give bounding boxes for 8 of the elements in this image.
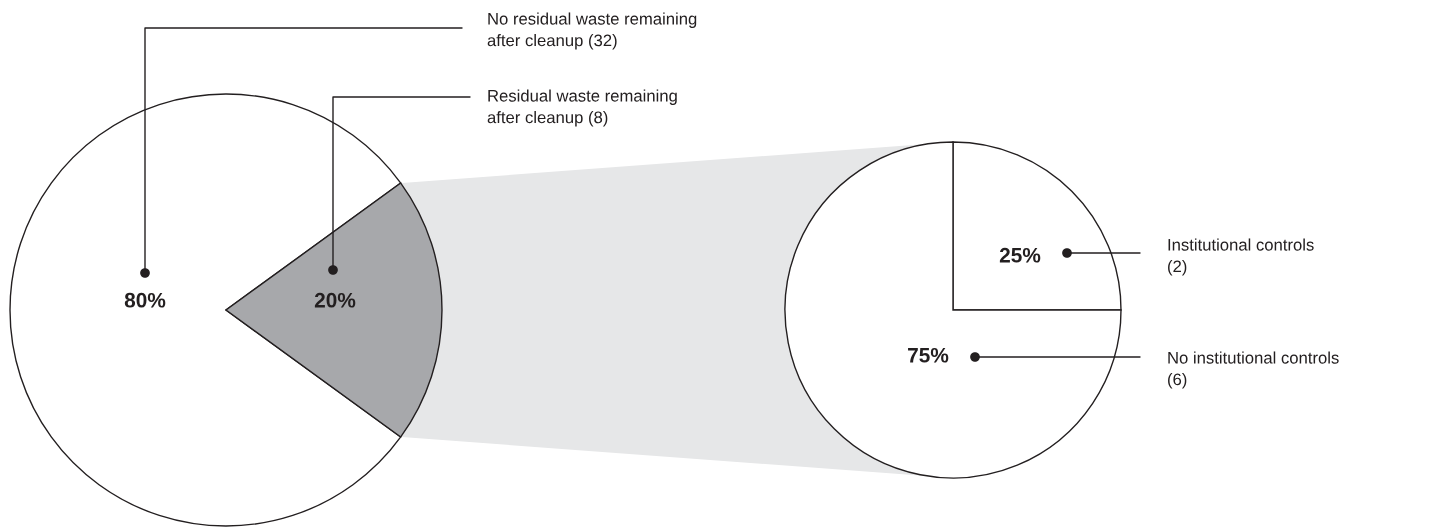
slice-label: Residual waste remaining after cleanup (8) bbox=[487, 89, 677, 127]
data-label: 80% bbox=[124, 292, 166, 308]
slice-label: No institutional controls (6) bbox=[1168, 351, 1339, 389]
data-label: 20% bbox=[314, 292, 356, 308]
slice-label: No residual waste remaining after cleanup (32) bbox=[487, 12, 697, 50]
legend-label: Institutional controls (2) bbox=[1168, 238, 1314, 276]
data-label: 25% bbox=[999, 247, 1041, 263]
data-label: 75% bbox=[908, 347, 949, 363]
